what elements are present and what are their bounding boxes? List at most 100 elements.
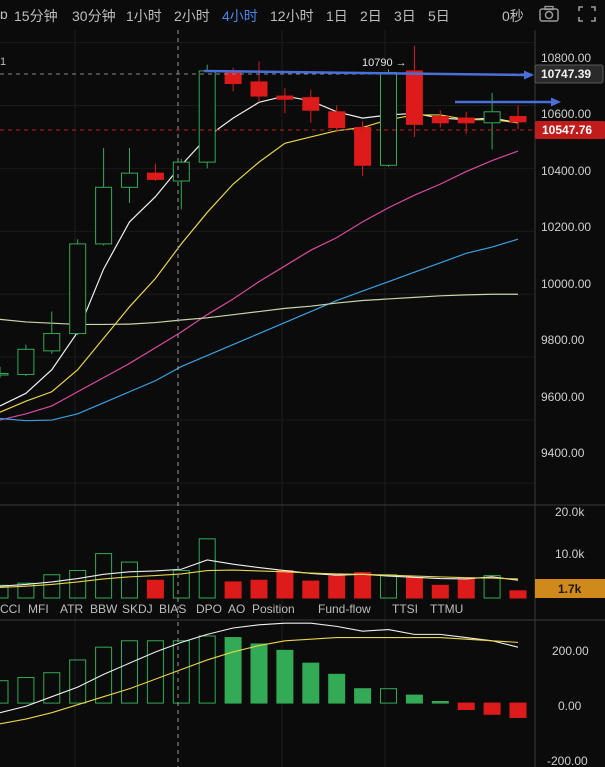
toolbar-prefix: ɒ	[0, 6, 8, 22]
current-price-tag	[535, 121, 605, 139]
grid-lines	[0, 30, 535, 767]
candle-body	[69, 243, 87, 335]
indicator-bar	[146, 640, 164, 704]
tab-cci[interactable]: CCI	[0, 602, 21, 616]
indicator-bar	[95, 646, 113, 704]
indicator-bar	[0, 680, 9, 704]
tab-ttsi[interactable]: TTSI	[392, 602, 418, 616]
timeframe-2d[interactable]: 2日	[360, 8, 382, 24]
price-tick: 10200.00	[541, 220, 591, 234]
timeframe-30m[interactable]: 30分钟	[72, 8, 116, 24]
candle-body	[43, 333, 61, 352]
volume-bar	[302, 580, 320, 599]
indicator-bar	[224, 637, 242, 704]
left-marker-label: 1	[0, 56, 6, 68]
timeframe-1h[interactable]: 1小时	[126, 8, 162, 24]
indicator-bar	[431, 700, 449, 704]
candle-body	[457, 117, 475, 124]
candle-body	[17, 348, 35, 375]
tab-ao[interactable]: AO	[228, 602, 246, 616]
indicator-bar	[276, 649, 294, 704]
countdown-timer: 0秒	[502, 8, 524, 24]
moving-average-lines	[0, 95, 519, 422]
candle-body	[380, 71, 397, 166]
indicator-bar	[121, 640, 138, 704]
indicator-line	[0, 622, 519, 714]
camera-icon[interactable]	[538, 4, 560, 24]
volume-bar	[0, 584, 9, 599]
volume-tick: 10.0k	[555, 547, 585, 561]
volume-bar	[509, 590, 527, 599]
candle-body	[224, 70, 242, 84]
candle-body	[483, 111, 501, 124]
candle-body	[328, 111, 346, 129]
candle-body	[121, 172, 138, 188]
candle-body	[276, 95, 294, 100]
ma-line	[0, 150, 519, 421]
volume-bar	[172, 570, 190, 599]
current-volume-value: 1.7k	[558, 582, 582, 596]
indicator-bar	[457, 702, 475, 710]
tab-position[interactable]: Position	[252, 602, 295, 616]
candle-body	[405, 70, 423, 125]
tab-atr[interactable]: ATR	[60, 602, 84, 616]
volume-bar	[380, 574, 397, 599]
current-volume-tag	[535, 579, 605, 598]
ma-line	[0, 238, 519, 422]
volume-average-lines	[0, 559, 519, 588]
volume-bar	[431, 584, 449, 599]
candle-body	[198, 70, 216, 163]
candle-body	[354, 127, 372, 166]
volume-bar	[224, 581, 242, 599]
volume-bar	[457, 578, 475, 599]
marked-price-tag	[534, 64, 604, 84]
indicator-bar	[250, 643, 268, 704]
tab-bias[interactable]: BIAS	[159, 602, 187, 616]
timeframe-1d[interactable]: 1日	[326, 8, 348, 24]
tab-dpo[interactable]: DPO	[196, 602, 223, 616]
indicator-bar	[43, 672, 61, 704]
ma-line	[0, 114, 519, 413]
indicator-tick: 200.00	[552, 644, 589, 658]
price-tick: 9600.00	[541, 390, 585, 404]
volume-bar	[43, 574, 61, 599]
trendline-drawing[interactable]	[203, 69, 526, 77]
timeframe-5d[interactable]: 5日	[428, 8, 450, 24]
volume-bar	[328, 575, 346, 599]
volume-bar	[17, 582, 35, 599]
arrow-drawing-head	[551, 97, 561, 107]
volume-bar	[483, 575, 501, 599]
timeframe-2h[interactable]: 2小时	[174, 8, 210, 24]
high-price-annotation: 10790 →	[362, 57, 407, 69]
timeframe-toolbar: ɒ 15分钟 30分钟 1小时 2小时 4小时 12小时 1日 2日 3日 5日…	[0, 0, 605, 30]
trendline-arrow-head	[524, 70, 534, 80]
timeframe-12h[interactable]: 12小时	[270, 8, 314, 24]
volume-bar	[250, 579, 268, 599]
price-tick: 10600.00	[541, 107, 591, 121]
indicator-bar	[483, 702, 501, 715]
tab-bbw[interactable]: BBW	[90, 602, 118, 616]
tab-skdj[interactable]: SKDJ	[122, 602, 153, 616]
volume-ma-line	[0, 559, 519, 587]
candle-body	[302, 97, 320, 111]
candle-body	[95, 186, 113, 245]
volume-bar	[95, 553, 113, 599]
tab-mfi[interactable]: MFI	[28, 602, 49, 616]
timeframe-4h[interactable]: 4小时	[222, 8, 258, 24]
indicator-bar	[328, 673, 346, 704]
indicator-bar	[354, 688, 372, 704]
volume-ma-line	[0, 569, 519, 588]
indicator-bar	[380, 688, 397, 704]
timeframe-3d[interactable]: 3日	[394, 8, 416, 24]
tab-ttmu[interactable]: TTMU	[430, 602, 464, 616]
timeframe-15m[interactable]: 15分钟	[14, 8, 58, 24]
tab-fund-flow[interactable]: Fund-flow	[318, 602, 371, 616]
price-tick: 9400.00	[541, 446, 585, 460]
volume-bar	[146, 579, 164, 599]
indicator-bar	[198, 635, 216, 704]
fullscreen-icon[interactable]	[576, 4, 598, 24]
volume-tick: 20.0k	[555, 505, 585, 519]
volume-bar	[405, 577, 423, 599]
marked-price-value: 10747.39	[541, 67, 591, 81]
